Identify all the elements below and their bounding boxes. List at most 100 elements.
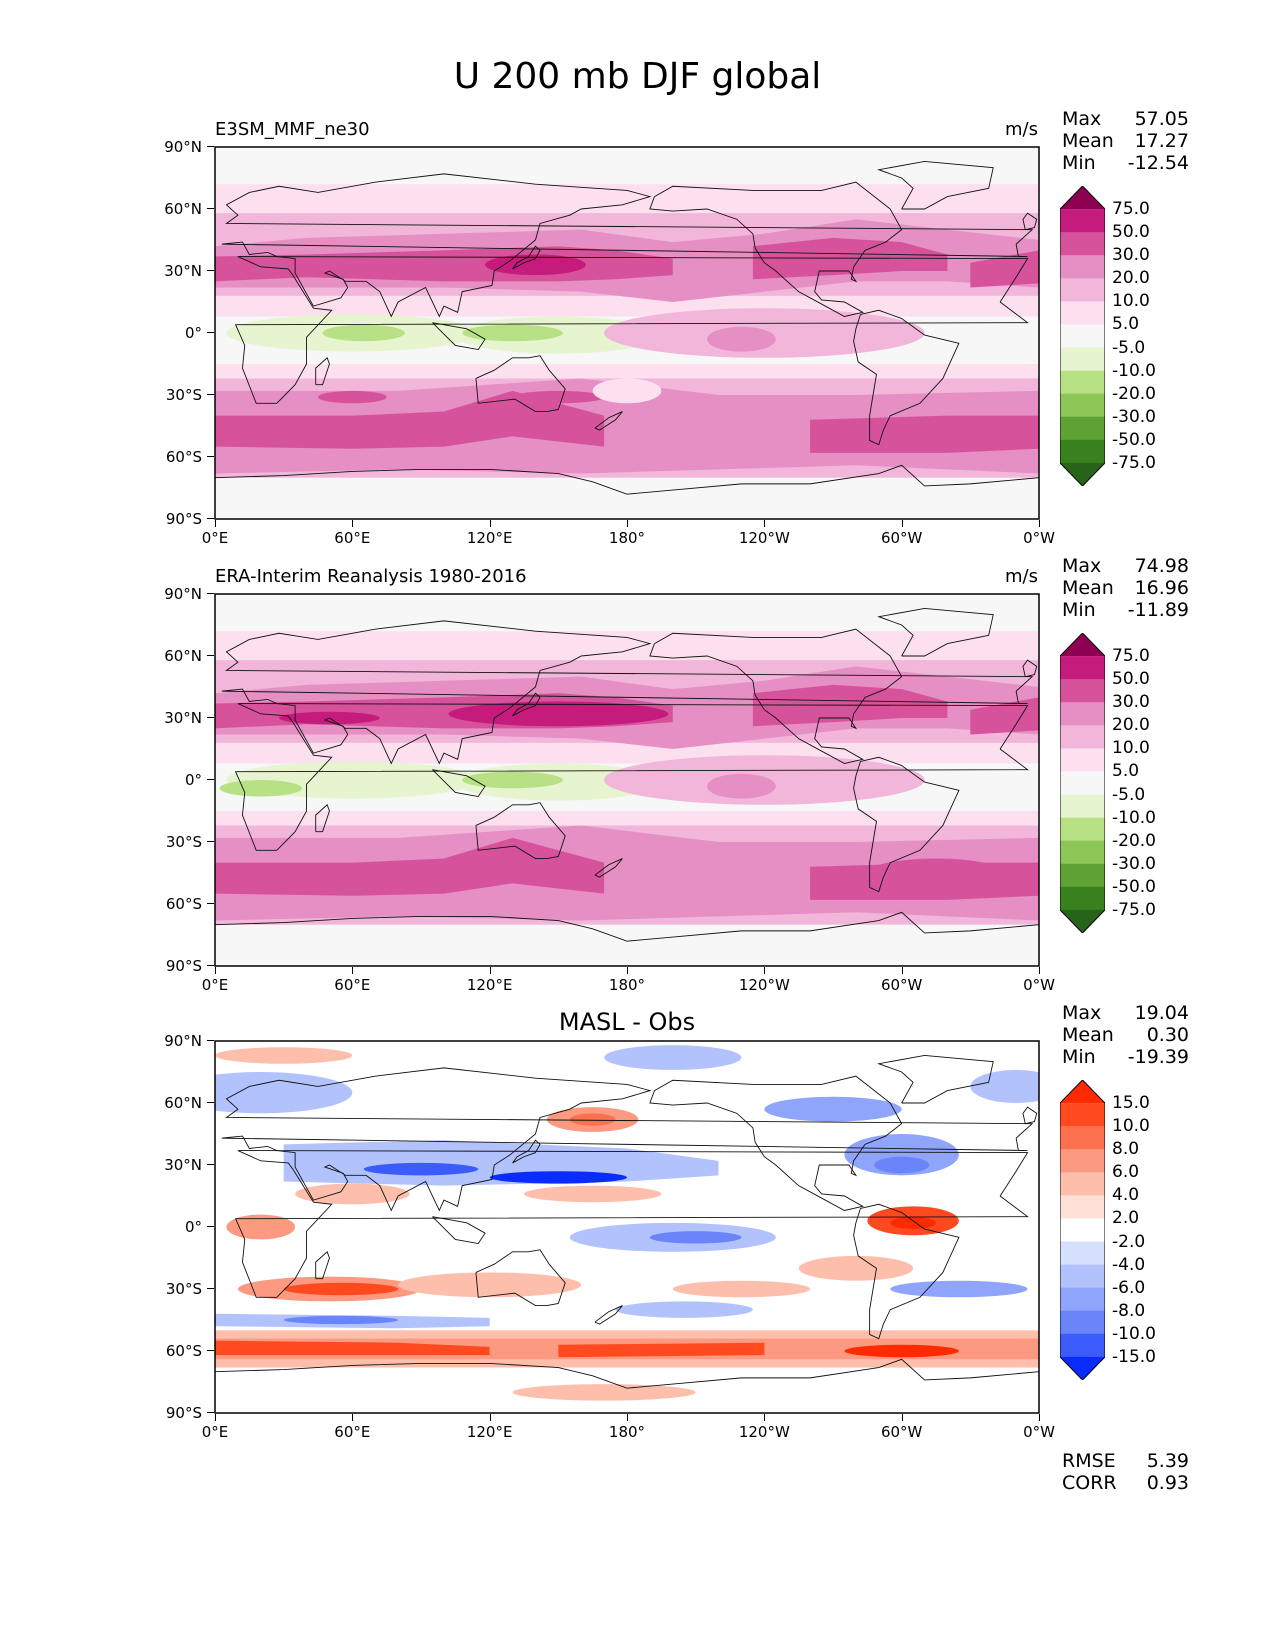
lat-tick	[207, 270, 214, 271]
coastline	[475, 355, 566, 412]
lat-tick-label: 0°	[184, 1218, 202, 1236]
colorbar-swatch	[1060, 209, 1105, 233]
colorbar-swatch	[1060, 1080, 1105, 1104]
colorbar-swatch	[1060, 1195, 1105, 1219]
lon-tick	[352, 520, 354, 527]
lon-tick	[627, 1414, 628, 1421]
colorbar-swatch	[1060, 370, 1105, 395]
colorbar-label: -15.0	[1112, 1346, 1156, 1367]
coastline	[594, 858, 623, 878]
lat-tick	[207, 593, 214, 594]
colorbar-label: 5.0	[1112, 314, 1140, 335]
colorbar-svg	[1059, 632, 1106, 934]
lon-tick	[489, 967, 491, 974]
colorbar-label: -5.0	[1112, 337, 1146, 358]
mean-label: Mean	[1062, 130, 1114, 152]
coastline	[315, 804, 330, 833]
min-value: -11.89	[1127, 599, 1189, 621]
colorbar-swatch	[1060, 633, 1105, 657]
lon-tick-label: 180°	[608, 1423, 646, 1441]
colorbar	[1059, 632, 1106, 934]
lon-tick-label: 60°E	[334, 529, 371, 547]
stats-box: Max 74.98 Mean 16.96 Min -11.89	[1062, 555, 1189, 621]
colorbar-label: 50.0	[1112, 669, 1150, 690]
lat-tick-label: 30°S	[165, 386, 202, 404]
contour-fills	[215, 147, 1039, 519]
colorbar-label: 50.0	[1112, 222, 1150, 243]
rmse-value: 5.39	[1146, 1450, 1189, 1472]
colorbar-swatch	[1060, 1356, 1105, 1380]
coastline	[234, 256, 1029, 404]
corr-value: 0.93	[1146, 1472, 1189, 1494]
colorbar-label: -20.0	[1112, 830, 1156, 851]
coastline	[234, 1150, 1029, 1298]
coastline	[221, 173, 1034, 318]
max-value: 74.98	[1134, 555, 1189, 577]
map-svg	[214, 1040, 1040, 1414]
coastline	[512, 1139, 541, 1164]
colorbar-label: 6.0	[1112, 1162, 1140, 1183]
coastline	[512, 692, 541, 717]
lat-tick	[207, 655, 214, 656]
colorbar-swatch	[1060, 817, 1105, 842]
lon-tick	[215, 967, 216, 974]
min-label: Min	[1062, 152, 1096, 174]
colorbar-swatch	[1060, 886, 1105, 911]
map-frame	[214, 146, 1040, 520]
coastline	[432, 1216, 486, 1245]
contour-level	[215, 594, 1039, 605]
lat-tick-label: 90°N	[164, 1032, 202, 1050]
contour-level	[970, 697, 1039, 735]
colorbar-label: 75.0	[1112, 646, 1150, 667]
map-area	[214, 1040, 1040, 1414]
colorbar-label: -30.0	[1112, 406, 1156, 427]
lat-tick-label: 60°S	[165, 895, 202, 913]
lat-tick-label: 90°S	[165, 510, 202, 528]
colorbar-swatch	[1060, 439, 1105, 464]
coastline	[1022, 659, 1038, 678]
coastline	[215, 1358, 1039, 1389]
colorbar-swatch	[1060, 255, 1105, 279]
colorbar-label: 8.0	[1112, 1139, 1140, 1160]
colorbar-swatch	[1060, 725, 1105, 749]
coastline	[315, 1251, 330, 1280]
coastline	[877, 161, 994, 210]
panel-title: ERA-Interim Reanalysis 1980-2016	[215, 566, 527, 587]
coastline	[512, 245, 541, 270]
lon-tick	[764, 520, 766, 527]
lon-tick-label: 60°W	[880, 529, 923, 547]
colorbar-swatch	[1060, 393, 1105, 418]
lat-tick	[207, 1164, 214, 1165]
lat-tick-label: 30°S	[165, 1280, 202, 1298]
colorbar-swatch	[1060, 324, 1105, 349]
contour-level	[485, 254, 586, 276]
coastline	[221, 620, 1034, 765]
rmse-label: RMSE	[1062, 1450, 1116, 1472]
lat-tick	[207, 779, 214, 780]
colorbar-label: -50.0	[1112, 429, 1156, 450]
colorbar-label: -2.0	[1112, 1231, 1146, 1252]
lon-tick	[215, 1414, 216, 1421]
colorbar-swatch	[1060, 909, 1105, 933]
lon-tick	[627, 967, 628, 974]
contour-level	[462, 324, 563, 342]
panel-diff: MASL - Obs Max 19.04 Mean 0.30 Min -19.39 9…	[0, 1002, 1275, 1500]
lat-tick-label: 30°N	[164, 709, 202, 727]
lat-tick-label: 0°	[184, 771, 202, 789]
corr-label: CORR	[1062, 1472, 1117, 1494]
lat-tick-label: 60°N	[164, 1094, 202, 1112]
mean-value: 16.96	[1134, 577, 1189, 599]
lat-tick	[207, 394, 214, 395]
lon-tick	[901, 520, 903, 527]
lon-tick-label: 180°	[608, 529, 646, 547]
stats-box: Max 19.04 Mean 0.30 Min -19.39	[1062, 1002, 1189, 1068]
colorbar-swatch	[1060, 1310, 1105, 1335]
coastline	[649, 628, 903, 764]
lon-tick-label: 120°W	[738, 1423, 790, 1441]
colorbar-swatch	[1060, 771, 1105, 796]
coastline	[594, 411, 623, 431]
colorbar-label: -50.0	[1112, 876, 1156, 897]
coastline	[877, 608, 994, 657]
units-label: m/s	[1005, 119, 1038, 140]
lat-tick-label: 90°N	[164, 138, 202, 156]
